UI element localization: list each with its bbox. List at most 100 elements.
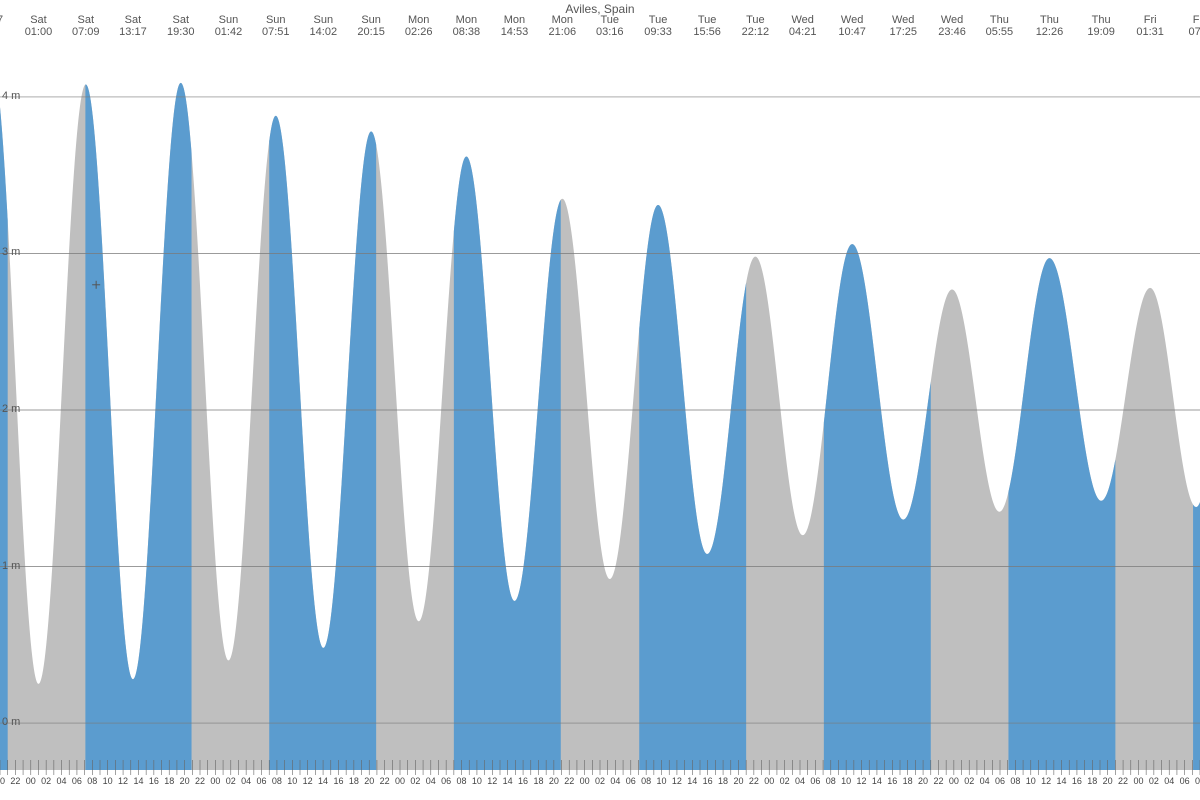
hour-label: 12 <box>303 776 313 786</box>
top-time-label: Thu19:09 <box>1076 14 1126 38</box>
hour-label: 20 <box>364 776 374 786</box>
hour-label: 02 <box>964 776 974 786</box>
top-time-label: Sun01:42 <box>203 14 253 38</box>
top-time-label: Tue22:12 <box>730 14 780 38</box>
hour-label: 00 <box>1133 776 1143 786</box>
hour-label: 04 <box>980 776 990 786</box>
hour-label: 22 <box>749 776 759 786</box>
top-time-label: Sat19:30 <box>156 14 206 38</box>
top-time-label: Thu12:26 <box>1024 14 1074 38</box>
y-tick-label: 2 m <box>2 403 20 415</box>
top-time-label: Tue03:16 <box>585 14 635 38</box>
y-tick-label: 3 m <box>2 246 20 258</box>
hour-label: 20 <box>1103 776 1113 786</box>
hour-label: 18 <box>533 776 543 786</box>
hour-label: 10 <box>1026 776 1036 786</box>
hour-label: 16 <box>333 776 343 786</box>
hour-label: 10 <box>287 776 297 786</box>
hour-label: 16 <box>887 776 897 786</box>
tide-area-day <box>824 244 931 770</box>
hour-label: 14 <box>1057 776 1067 786</box>
tide-area-day <box>454 156 561 770</box>
top-time-label: Wed10:47 <box>827 14 877 38</box>
hour-label: 08 <box>87 776 97 786</box>
hour-label: 12 <box>118 776 128 786</box>
hour-label: 06 <box>441 776 451 786</box>
hour-label: 06 <box>810 776 820 786</box>
y-tick-label: 1 m <box>2 560 20 572</box>
top-time-label: Mon21:06 <box>537 14 587 38</box>
hour-label: 16 <box>149 776 159 786</box>
top-time-label: Sun07:51 <box>251 14 301 38</box>
top-time-label: Sat13:17 <box>108 14 158 38</box>
hour-label: 10 <box>103 776 113 786</box>
hour-label: 14 <box>318 776 328 786</box>
hour-label: 20 <box>0 776 5 786</box>
hour-label: 20 <box>180 776 190 786</box>
top-time-label: Sat07:09 <box>61 14 111 38</box>
tide-chart-svg <box>0 0 1200 800</box>
hour-label: 22 <box>10 776 20 786</box>
hour-label: 08 <box>457 776 467 786</box>
top-time-label: Wed23:46 <box>927 14 977 38</box>
hour-label: 22 <box>195 776 205 786</box>
hour-label: 18 <box>349 776 359 786</box>
hour-label: 22 <box>1118 776 1128 786</box>
hour-label: 12 <box>857 776 867 786</box>
tide-area-day <box>639 205 746 770</box>
top-time-label: Wed04:21 <box>778 14 828 38</box>
hour-label: 22 <box>933 776 943 786</box>
hour-label: 06 <box>257 776 267 786</box>
hour-label: 04 <box>426 776 436 786</box>
tide-area-day <box>1193 402 1200 770</box>
top-time-label: Sat01:00 <box>13 14 63 38</box>
hour-label: 14 <box>133 776 143 786</box>
hour-label: 00 <box>949 776 959 786</box>
hour-label: 22 <box>380 776 390 786</box>
tide-area-day <box>0 66 8 770</box>
hour-label: 04 <box>795 776 805 786</box>
hour-label: 14 <box>687 776 697 786</box>
hour-label: 18 <box>164 776 174 786</box>
hour-label: 14 <box>503 776 513 786</box>
hour-label: 02 <box>410 776 420 786</box>
hour-label: 00 <box>26 776 36 786</box>
hour-label: 14 <box>872 776 882 786</box>
hour-label: 02 <box>595 776 605 786</box>
hour-label: 02 <box>226 776 236 786</box>
hour-label: 08 <box>826 776 836 786</box>
hour-label: 08 <box>641 776 651 786</box>
hour-label: 12 <box>487 776 497 786</box>
hour-label: 04 <box>610 776 620 786</box>
top-time-label: Mon02:26 <box>394 14 444 38</box>
hour-label: 06 <box>72 776 82 786</box>
tide-area-day <box>85 83 191 770</box>
hour-label: 16 <box>703 776 713 786</box>
y-tick-label: 0 m <box>2 716 20 728</box>
hour-label: 02 <box>1149 776 1159 786</box>
hour-label: 00 <box>395 776 405 786</box>
hour-label: 10 <box>472 776 482 786</box>
hour-label: 16 <box>1072 776 1082 786</box>
hour-label: 10 <box>657 776 667 786</box>
top-time-label: Mon14:53 <box>489 14 539 38</box>
hour-label: 04 <box>1164 776 1174 786</box>
top-time-label: F07: <box>1171 14 1200 38</box>
hour-label: 02 <box>780 776 790 786</box>
top-time-label: Wed17:25 <box>878 14 928 38</box>
hour-label: 20 <box>733 776 743 786</box>
hour-label: 08 <box>1195 776 1200 786</box>
hour-label: 18 <box>1087 776 1097 786</box>
hour-label: 12 <box>1041 776 1051 786</box>
tide-chart-container: { "title": "Aviles, Spain", "layout": { … <box>0 0 1200 800</box>
hour-label: 00 <box>580 776 590 786</box>
y-tick-label: 4 m <box>2 90 20 102</box>
hour-label: 02 <box>41 776 51 786</box>
hour-label: 10 <box>841 776 851 786</box>
hour-label: 20 <box>918 776 928 786</box>
hour-label: 04 <box>241 776 251 786</box>
top-time-label: Mon08:38 <box>441 14 491 38</box>
hour-label: 00 <box>210 776 220 786</box>
hour-label: 16 <box>518 776 528 786</box>
hour-label: 06 <box>1180 776 1190 786</box>
